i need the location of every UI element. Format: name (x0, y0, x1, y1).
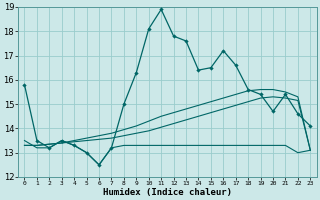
X-axis label: Humidex (Indice chaleur): Humidex (Indice chaleur) (103, 188, 232, 197)
